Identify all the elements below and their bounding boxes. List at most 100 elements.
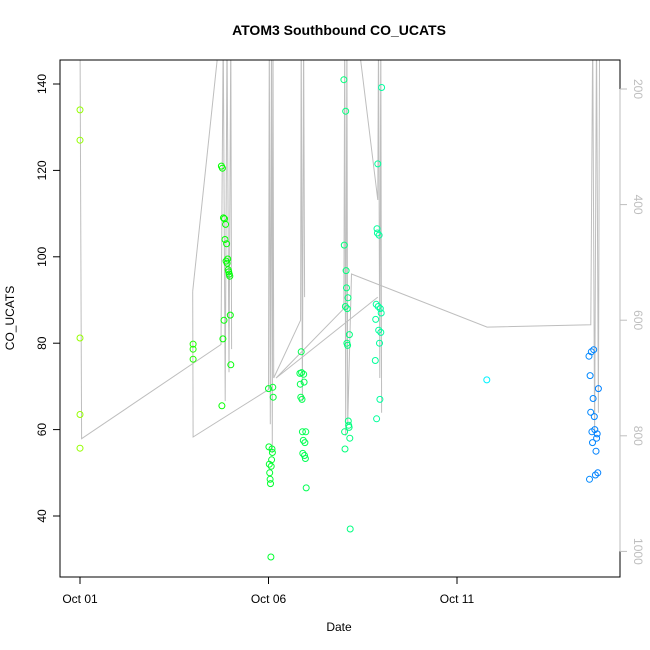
x-tick-label: Oct 01 — [62, 592, 98, 606]
data-point — [376, 339, 383, 347]
data-point — [345, 331, 353, 339]
data-point — [76, 334, 84, 342]
data-point — [220, 316, 228, 324]
data-point — [268, 445, 276, 453]
data-point — [341, 445, 349, 453]
data-point — [301, 439, 309, 447]
data-point — [300, 378, 308, 386]
data-point — [220, 214, 227, 222]
data-point — [343, 305, 351, 313]
right-tick-label: 1000 — [631, 538, 645, 565]
right-tick-label: 800 — [631, 426, 645, 446]
data-point — [590, 346, 598, 354]
y-tick-label: 60 — [35, 423, 49, 437]
data-point — [224, 255, 232, 263]
data-point — [299, 436, 307, 444]
data-point — [592, 447, 600, 455]
data-point — [372, 315, 380, 323]
data-point — [371, 357, 379, 364]
data-point — [302, 428, 310, 436]
data-point — [268, 456, 276, 464]
data-point — [594, 469, 602, 477]
data-point — [298, 369, 306, 377]
data-point — [218, 402, 226, 410]
data-point — [346, 434, 354, 442]
data-point — [267, 462, 275, 470]
data-point — [189, 340, 197, 348]
pressure-line — [275, 60, 601, 436]
data-points — [76, 76, 602, 561]
data-point — [589, 395, 597, 402]
data-point — [377, 309, 385, 317]
data-point — [222, 220, 230, 228]
data-point — [296, 380, 304, 388]
data-point — [298, 428, 306, 436]
data-point — [265, 385, 272, 393]
data-point — [378, 84, 386, 91]
y-axis: 40 60 80 100 120 140 — [35, 74, 61, 523]
data-point — [267, 480, 274, 488]
data-point — [586, 372, 594, 380]
data-point — [340, 241, 348, 249]
right-axis: 200 400 600 800 1000 — [619, 79, 645, 565]
data-point — [593, 434, 601, 442]
data-point — [268, 449, 276, 456]
data-point — [594, 385, 602, 393]
data-point — [374, 303, 382, 310]
y-tick-label: 40 — [35, 509, 49, 523]
chart-title: ATOM3 Southbound CO_UCATS — [232, 22, 446, 38]
data-point — [591, 471, 599, 479]
pressure-line — [192, 60, 306, 454]
data-point — [373, 225, 381, 233]
x-axis-label: Date — [326, 620, 352, 634]
data-point — [377, 328, 385, 336]
data-point — [589, 439, 596, 447]
data-point — [483, 376, 491, 384]
x-axis: Oct 01 Oct 06 Oct 11 — [62, 576, 475, 606]
data-point — [223, 240, 231, 248]
data-point — [267, 553, 275, 561]
data-point — [373, 415, 381, 423]
data-point — [227, 361, 235, 369]
pressure-line — [79, 60, 233, 440]
data-point — [189, 355, 197, 363]
data-point — [76, 106, 84, 114]
data-point — [376, 395, 384, 403]
data-point — [373, 229, 381, 237]
data-point — [342, 267, 350, 275]
y-tick-label: 140 — [35, 74, 49, 94]
data-point — [587, 408, 595, 416]
data-point — [342, 107, 350, 115]
data-point — [344, 341, 352, 349]
data-point — [269, 393, 277, 401]
data-point — [341, 303, 349, 310]
right-tick-label: 400 — [631, 195, 645, 215]
data-point — [269, 383, 277, 391]
data-point — [301, 455, 309, 462]
data-point — [226, 311, 234, 319]
data-point — [297, 348, 305, 356]
data-point — [341, 428, 349, 436]
x-tick-label: Oct 06 — [251, 592, 287, 606]
data-point — [266, 469, 274, 477]
data-point — [76, 411, 84, 418]
pressure-line — [192, 60, 218, 292]
data-point — [218, 164, 226, 172]
data-point — [343, 284, 350, 292]
data-point — [221, 236, 229, 243]
data-point — [223, 259, 231, 267]
data-point — [340, 76, 348, 84]
data-point — [346, 525, 354, 533]
right-tick-label: 600 — [631, 310, 645, 330]
data-point — [298, 395, 306, 403]
data-point — [189, 345, 197, 353]
x-tick-label: Oct 11 — [440, 592, 475, 606]
data-point — [76, 136, 84, 144]
pressure-lines — [79, 60, 601, 454]
data-point — [226, 272, 234, 280]
data-point — [344, 294, 352, 302]
data-point — [219, 335, 227, 343]
y-tick-label: 80 — [35, 336, 49, 350]
data-point — [300, 370, 308, 378]
